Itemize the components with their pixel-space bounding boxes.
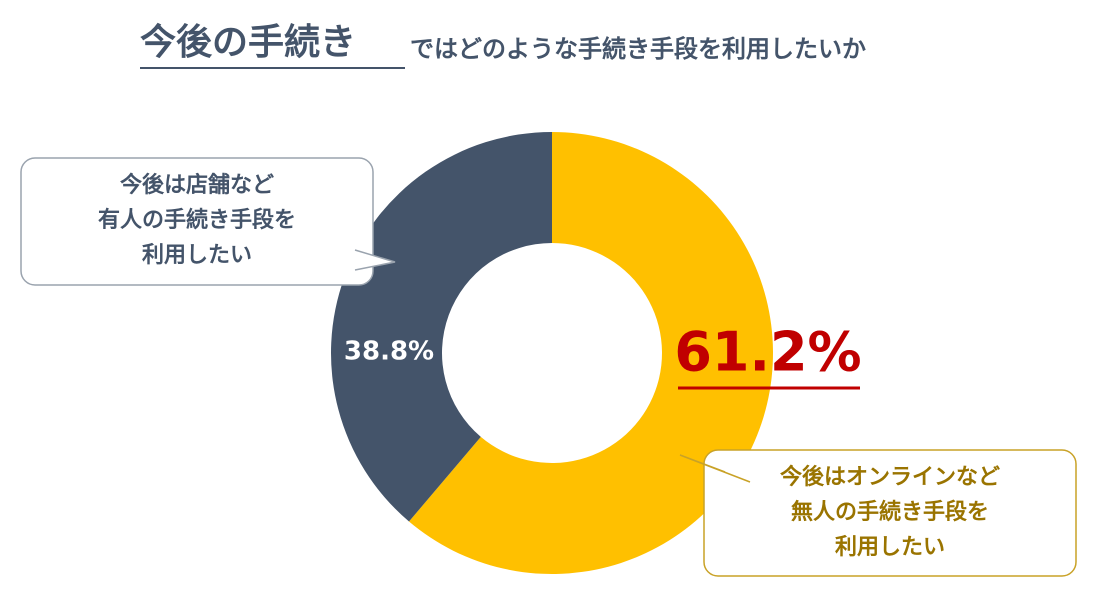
value-label: 61.2% bbox=[674, 321, 861, 384]
category-label: 利用したい bbox=[142, 243, 252, 268]
category-label: 有人の手続き手段を bbox=[98, 207, 296, 233]
chart-title-emphasis: 今後の手続き bbox=[140, 22, 356, 63]
callout-tail-edge bbox=[679, 454, 751, 483]
category-label: 今後は店舗など bbox=[120, 172, 274, 198]
donut-segment bbox=[330, 132, 552, 522]
category-label: 今後はオンラインなど bbox=[780, 464, 1000, 490]
callout-box bbox=[703, 449, 1077, 577]
callout-tail-edge bbox=[354, 249, 396, 271]
chart-title-rest: ではどのような手続き手段を利用したいか bbox=[410, 35, 866, 63]
category-label: 利用したい bbox=[835, 535, 945, 560]
callout-tail bbox=[355, 250, 395, 270]
category-label: 無人の手続き手段を bbox=[791, 499, 989, 525]
callout-box bbox=[20, 157, 374, 286]
value-label: 38.8% bbox=[344, 337, 434, 367]
donut-segment bbox=[409, 132, 773, 574]
